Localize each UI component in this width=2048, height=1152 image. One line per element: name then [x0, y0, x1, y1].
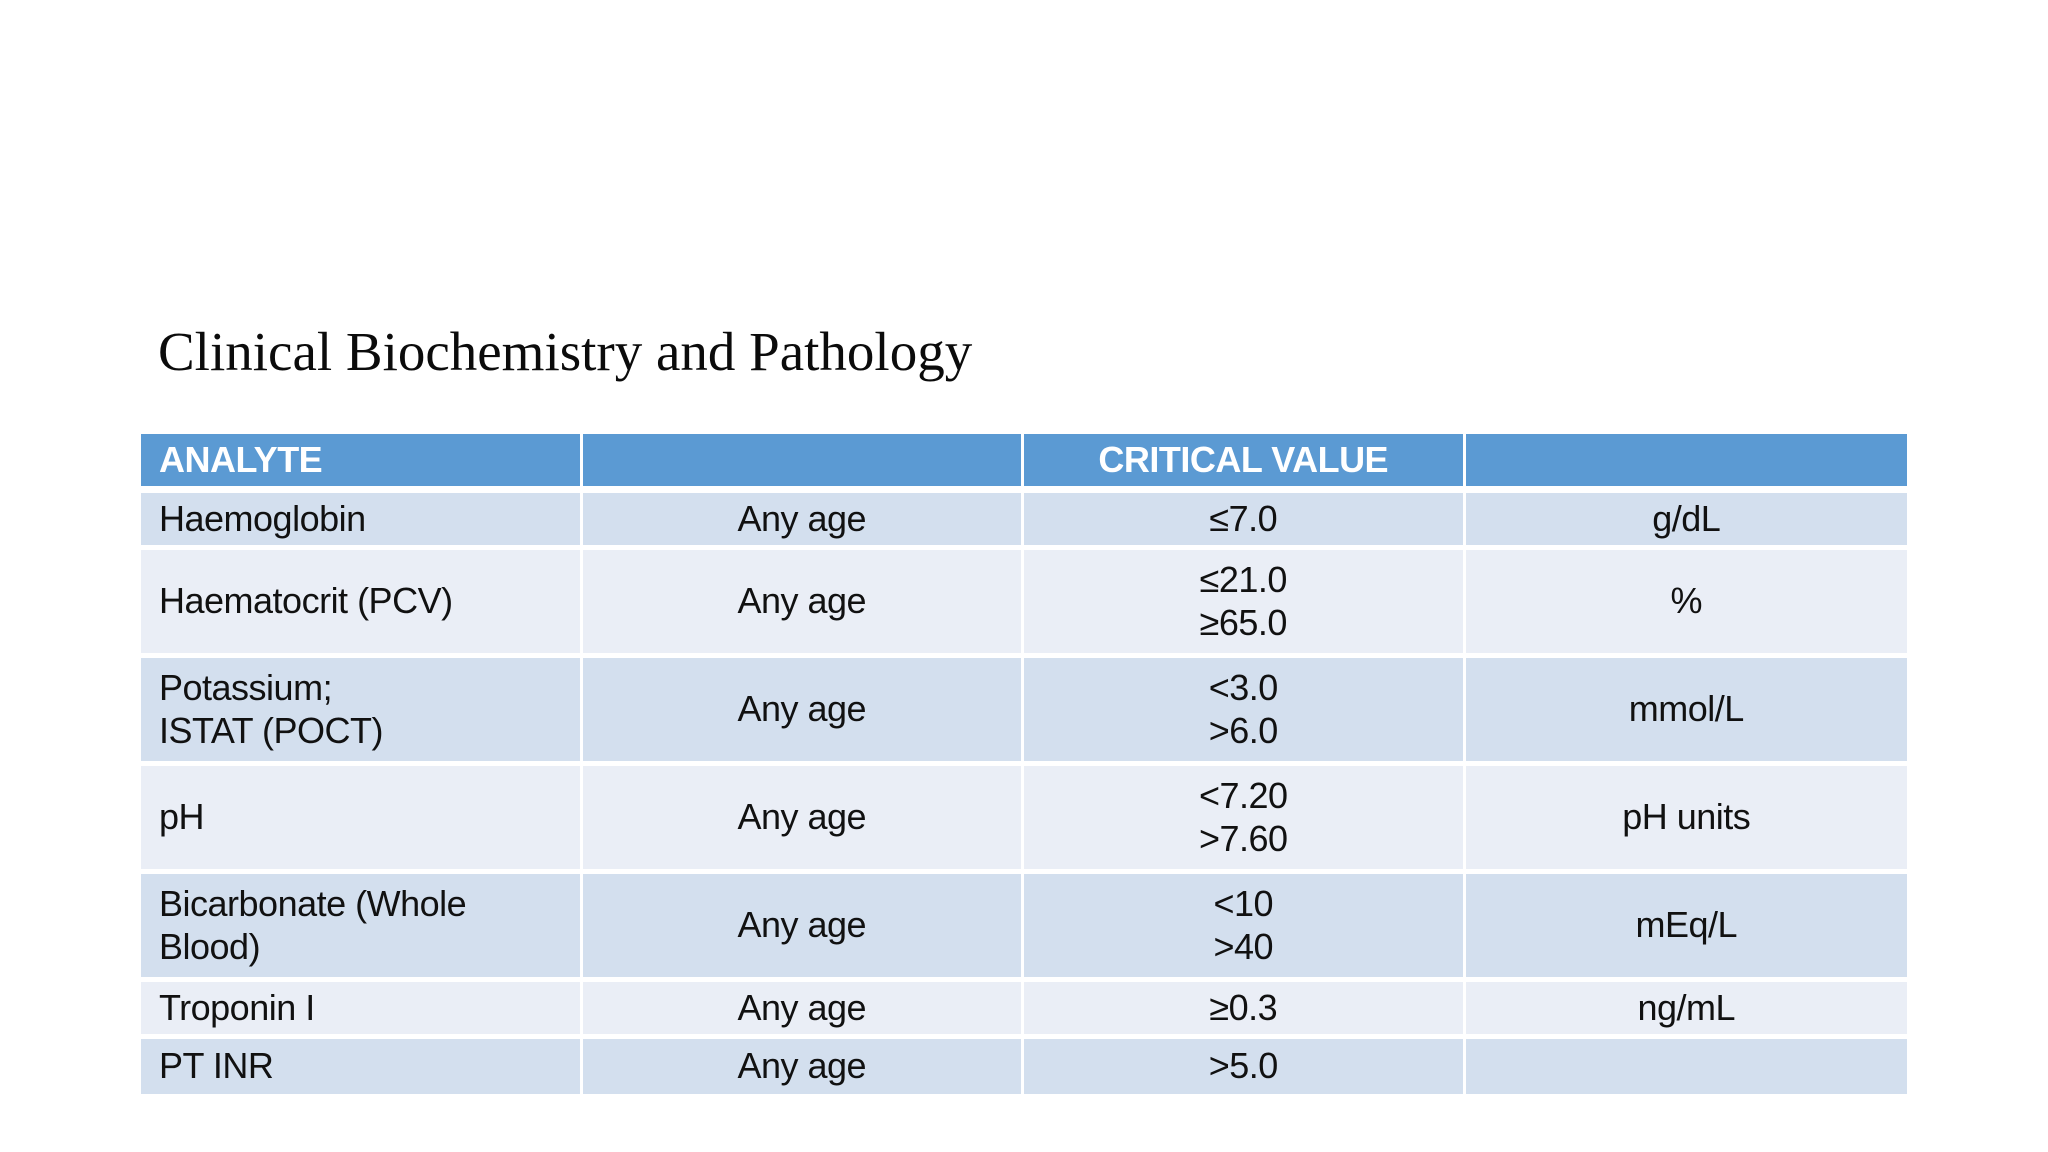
age-cell: Any age	[582, 1038, 1024, 1094]
analyte-cell: Haematocrit (PCV)	[141, 549, 583, 658]
critical-value-cell: <3.0 >6.0	[1024, 657, 1466, 766]
units-cell: g/dL	[1465, 493, 1907, 550]
age-cell: Any age	[582, 493, 1024, 550]
critical-value-cell: <7.20 >7.60	[1024, 765, 1466, 874]
table-row-haemoglobin: Haemoglobin Any age ≤7.0 g/dL	[141, 493, 1907, 550]
critical-values-table: ANALYTE CRITICAL VALUE Haemoglobin Any a…	[141, 434, 1907, 1094]
table-row-haematocrit: Haematocrit (PCV) Any age ≤21.0 ≥65.0 %	[141, 549, 1907, 658]
critical-value-cell: <10 >40	[1024, 873, 1466, 982]
critical-value-cell: >5.0	[1024, 1038, 1466, 1094]
table-row-potassium: Potassium; ISTAT (POCT) Any age <3.0 >6.…	[141, 657, 1907, 766]
critical-value-cell: ≤21.0 ≥65.0	[1024, 549, 1466, 658]
table-row-bicarbonate: Bicarbonate (Whole Blood) Any age <10 >4…	[141, 873, 1907, 982]
units-cell	[1465, 1038, 1907, 1094]
table-row-troponin: Troponin I Any age ≥0.3 ng/mL	[141, 981, 1907, 1039]
units-cell: mmol/L	[1465, 657, 1907, 766]
analyte-cell: Potassium; ISTAT (POCT)	[141, 657, 583, 766]
analyte-cell: Bicarbonate (Whole Blood)	[141, 873, 583, 982]
column-header-age	[582, 434, 1024, 493]
age-cell: Any age	[582, 765, 1024, 874]
age-cell: Any age	[582, 873, 1024, 982]
units-cell: ng/mL	[1465, 981, 1907, 1039]
column-header-critical-value: CRITICAL VALUE	[1024, 434, 1466, 493]
units-cell: pH units	[1465, 765, 1907, 874]
slide-title: Clinical Biochemistry and Pathology	[158, 321, 973, 382]
analyte-cell: PT INR	[141, 1038, 583, 1094]
analyte-cell: pH	[141, 765, 583, 874]
analyte-cell: Haemoglobin	[141, 493, 583, 550]
analyte-cell: Troponin I	[141, 981, 583, 1039]
table-row-ph: pH Any age <7.20 >7.60 pH units	[141, 765, 1907, 874]
critical-value-cell: ≥0.3	[1024, 981, 1466, 1039]
table-header-row: ANALYTE CRITICAL VALUE	[141, 434, 1907, 493]
age-cell: Any age	[582, 657, 1024, 766]
column-header-units	[1465, 434, 1907, 493]
units-cell: %	[1465, 549, 1907, 658]
column-header-analyte: ANALYTE	[141, 434, 583, 493]
units-cell: mEq/L	[1465, 873, 1907, 982]
age-cell: Any age	[582, 549, 1024, 658]
age-cell: Any age	[582, 981, 1024, 1039]
critical-value-cell: ≤7.0	[1024, 493, 1466, 550]
table-row-pt-inr: PT INR Any age >5.0	[141, 1038, 1907, 1094]
